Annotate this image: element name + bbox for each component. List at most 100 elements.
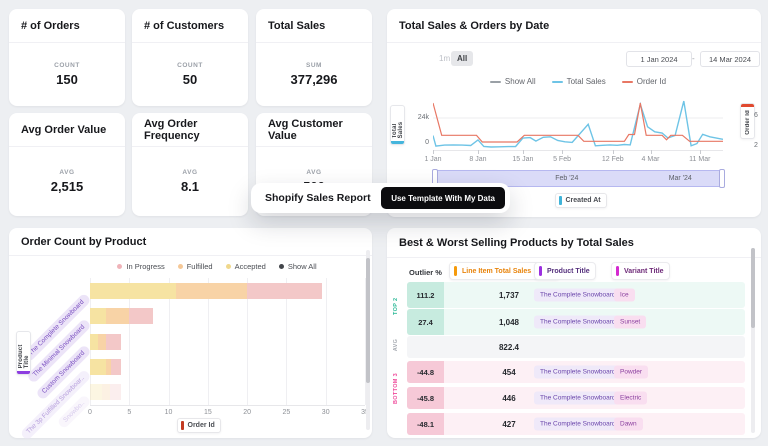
x-tick-mark: [612, 150, 614, 154]
x-tick-mark: [433, 150, 434, 154]
line-chart-plot: [433, 100, 723, 148]
legend-item-in-progress[interactable]: In Progress: [117, 262, 165, 271]
table-row: -48.1 427 The Complete Snowboard Dawn: [407, 413, 745, 435]
time-range-brush[interactable]: Feb '24 Mar '24: [432, 169, 725, 188]
outlier-cell: 111.2: [407, 282, 444, 308]
x-tick-mark: [522, 150, 524, 154]
bar-x-tick-label: 0: [88, 409, 92, 416]
legend-item-total-sales[interactable]: Total Sales: [551, 77, 606, 86]
legend-item-accepted[interactable]: Accepted: [225, 262, 266, 271]
bar-x-tick-label: 5: [127, 409, 132, 416]
total-sales-cell: 427: [502, 419, 516, 429]
legend-item-fulfilled[interactable]: Fulfilled: [177, 262, 213, 271]
x-axis-label: Order Id: [187, 422, 215, 429]
legend-label: Accepted: [234, 262, 266, 271]
kpi-value: 377,296: [290, 71, 338, 87]
kpi-title: # of Orders: [9, 9, 125, 43]
legend-dot: [225, 264, 231, 269]
brush-handle-right[interactable]: [719, 169, 725, 188]
bar-segment-in-progress[interactable]: [111, 358, 122, 375]
bar-gridline: [168, 278, 170, 405]
kpi-value: 50: [182, 71, 198, 87]
bar-segment-in-progress[interactable]: [105, 333, 122, 350]
bar-segment-fulfilled[interactable]: [101, 384, 110, 401]
total-sales-cell: 446: [502, 393, 516, 403]
legend-item-order-id[interactable]: Order Id: [621, 77, 667, 86]
kpi-aggregation-label: AVG: [182, 168, 198, 176]
legend-item-show-all[interactable]: Show All: [489, 77, 536, 86]
variant-title-chip: Powder: [614, 365, 649, 379]
x-tick-label: 4 Mar: [641, 156, 660, 163]
kpi-card-total-sales: Total Sales SUM 377,296: [256, 9, 372, 106]
x-tick-mark: [699, 150, 701, 154]
date-range-separator: -: [692, 54, 695, 63]
vertical-scrollbar-track[interactable]: [366, 250, 370, 430]
product-title-chip: The Complete Snowboard: [534, 391, 622, 405]
bar-segment-in-progress[interactable]: [109, 384, 122, 401]
best-worst-table-card: Best & Worst Selling Products by Total S…: [387, 228, 761, 438]
kpi-title: Avg Customer Value: [256, 113, 372, 147]
group-label-top-2: TOP 2: [393, 297, 399, 315]
total-sales-axis-color-bar: [391, 141, 404, 144]
range-button-all[interactable]: All: [451, 51, 474, 66]
kpi-card-orders: # of Orders COUNT 150: [9, 9, 125, 106]
use-template-button[interactable]: Use Template With My Data: [381, 187, 505, 209]
order-id-axis-color-bar: [741, 104, 754, 107]
kpi-title: # of Customers: [132, 9, 248, 43]
legend-item-show-all[interactable]: Show All: [278, 262, 317, 271]
bar-x-tick-label: 15: [203, 409, 212, 416]
bar-segment-in-progress[interactable]: [129, 308, 153, 325]
kpi-aggregation-label: SUM: [305, 61, 322, 69]
kpi-card-customers: # of Customers COUNT 50: [132, 9, 248, 106]
bar-segment-fulfilled[interactable]: [176, 282, 248, 299]
bar-segment-accepted[interactable]: [90, 333, 98, 350]
vertical-scrollbar-track[interactable]: [751, 248, 755, 433]
bar-row: [90, 308, 153, 325]
bar-gridline: [325, 278, 327, 405]
bar-segment-fulfilled[interactable]: [97, 333, 106, 350]
product-title-chip: The Complete Snowboard: [534, 417, 622, 431]
variant-column-label: Variant Title: [624, 267, 664, 275]
bar-row: [90, 333, 122, 350]
line-chart-legend: Show All Total Sales Order Id: [433, 77, 723, 86]
kpi-title: Avg Order Value: [9, 113, 125, 147]
bar-segment-fulfilled[interactable]: [105, 308, 130, 325]
x-tick-mark: [650, 150, 652, 154]
date-from-input[interactable]: 1 Jan 2024: [626, 51, 692, 67]
legend-swatch: [551, 80, 563, 83]
vertical-scrollbar-thumb[interactable]: [366, 258, 370, 383]
total-sales-line: [433, 100, 723, 148]
group-label-bottom-3: BOTTOM 3: [393, 373, 399, 404]
bar-segment-accepted[interactable]: [90, 384, 102, 401]
brush-label: Feb '24: [555, 175, 579, 182]
bar-gridline: [365, 278, 366, 405]
outlier-cell: -45.8: [407, 387, 444, 409]
legend-swatch: [489, 80, 501, 83]
legend-label: Fulfilled: [186, 262, 213, 271]
vertical-scrollbar-thumb[interactable]: [751, 248, 755, 328]
bar-x-tick-label: 20: [243, 409, 252, 416]
bar-segment-accepted[interactable]: [90, 282, 177, 299]
bar-x-tick-label: 25: [282, 409, 291, 416]
x-axis-line: [433, 150, 723, 151]
legend-label: Order Id: [636, 77, 667, 86]
range-button-1m[interactable]: 1m: [439, 54, 451, 63]
bar-segment-fulfilled[interactable]: [105, 358, 112, 375]
total-sales-column-color-bar: [454, 266, 457, 276]
bar-segment-accepted[interactable]: [90, 308, 106, 325]
legend-label: In Progress: [126, 262, 165, 271]
product-title-chip: The Complete Snowboard: [534, 365, 622, 379]
date-to-input[interactable]: 14 Mar 2024: [700, 51, 760, 67]
legend-swatch: [621, 80, 633, 83]
x-tick-label: 11 Mar: [689, 156, 711, 163]
kpi-aggregation-label: AVG: [306, 168, 322, 176]
bar-segment-in-progress[interactable]: [247, 282, 322, 299]
y-axis-right-label: Order Id: [744, 110, 751, 135]
column-header-product: Product Title: [534, 262, 596, 280]
chart-title: Order Count by Product: [9, 228, 372, 256]
table-row: 822.4: [407, 336, 745, 358]
kpi-aggregation-label: COUNT: [54, 61, 80, 69]
brush-label: Mar '24: [668, 175, 692, 182]
bar-segment-accepted[interactable]: [90, 358, 106, 375]
bar-x-tick-label: 10: [164, 409, 173, 416]
